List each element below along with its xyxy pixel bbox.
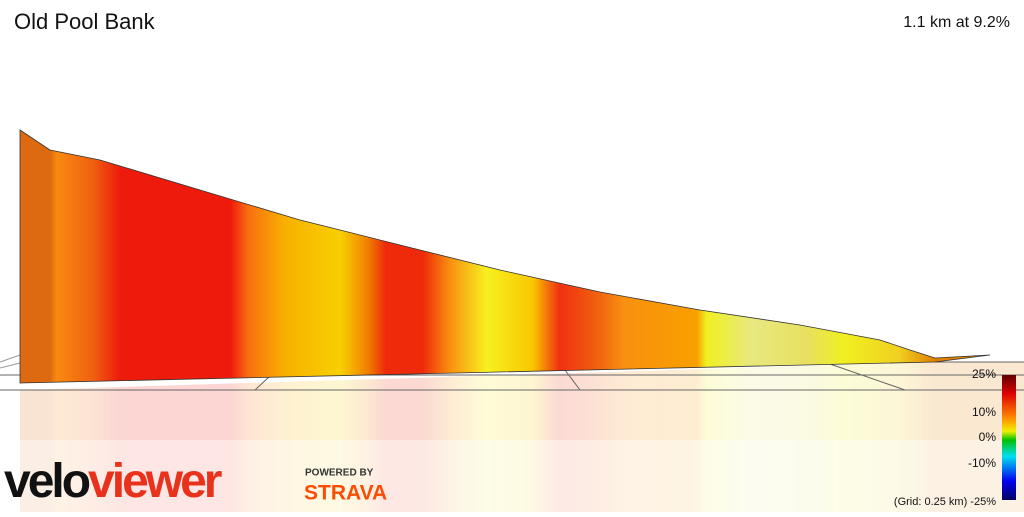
reflection-fade — [0, 440, 1024, 512]
gradient-scale — [1002, 375, 1016, 500]
grid-line — [564, 369, 581, 391]
strava: STRAVA — [304, 482, 387, 505]
legend-label: 10% — [972, 405, 996, 419]
reflection — [20, 362, 1024, 512]
logo: veloviewer — [4, 455, 222, 508]
climb-profile — [19, 129, 991, 384]
powered-by: POWERED BY — [305, 468, 374, 479]
title: Old Pool Bank — [14, 9, 156, 34]
legend-label: -10% — [968, 456, 996, 470]
road-line — [0, 362, 21, 369]
legend-label: 25% — [972, 367, 996, 381]
logo-viewer: viewer — [88, 455, 222, 508]
grid-note: (Grid: 0.25 km) -25% — [894, 496, 996, 508]
road-line — [0, 354, 21, 363]
legend-label: 0% — [979, 430, 997, 444]
grid-line — [829, 363, 906, 391]
stats: 1.1 km at 9.2% — [903, 14, 1010, 31]
logo-velo: velo — [4, 455, 90, 508]
grid-line — [254, 375, 271, 391]
